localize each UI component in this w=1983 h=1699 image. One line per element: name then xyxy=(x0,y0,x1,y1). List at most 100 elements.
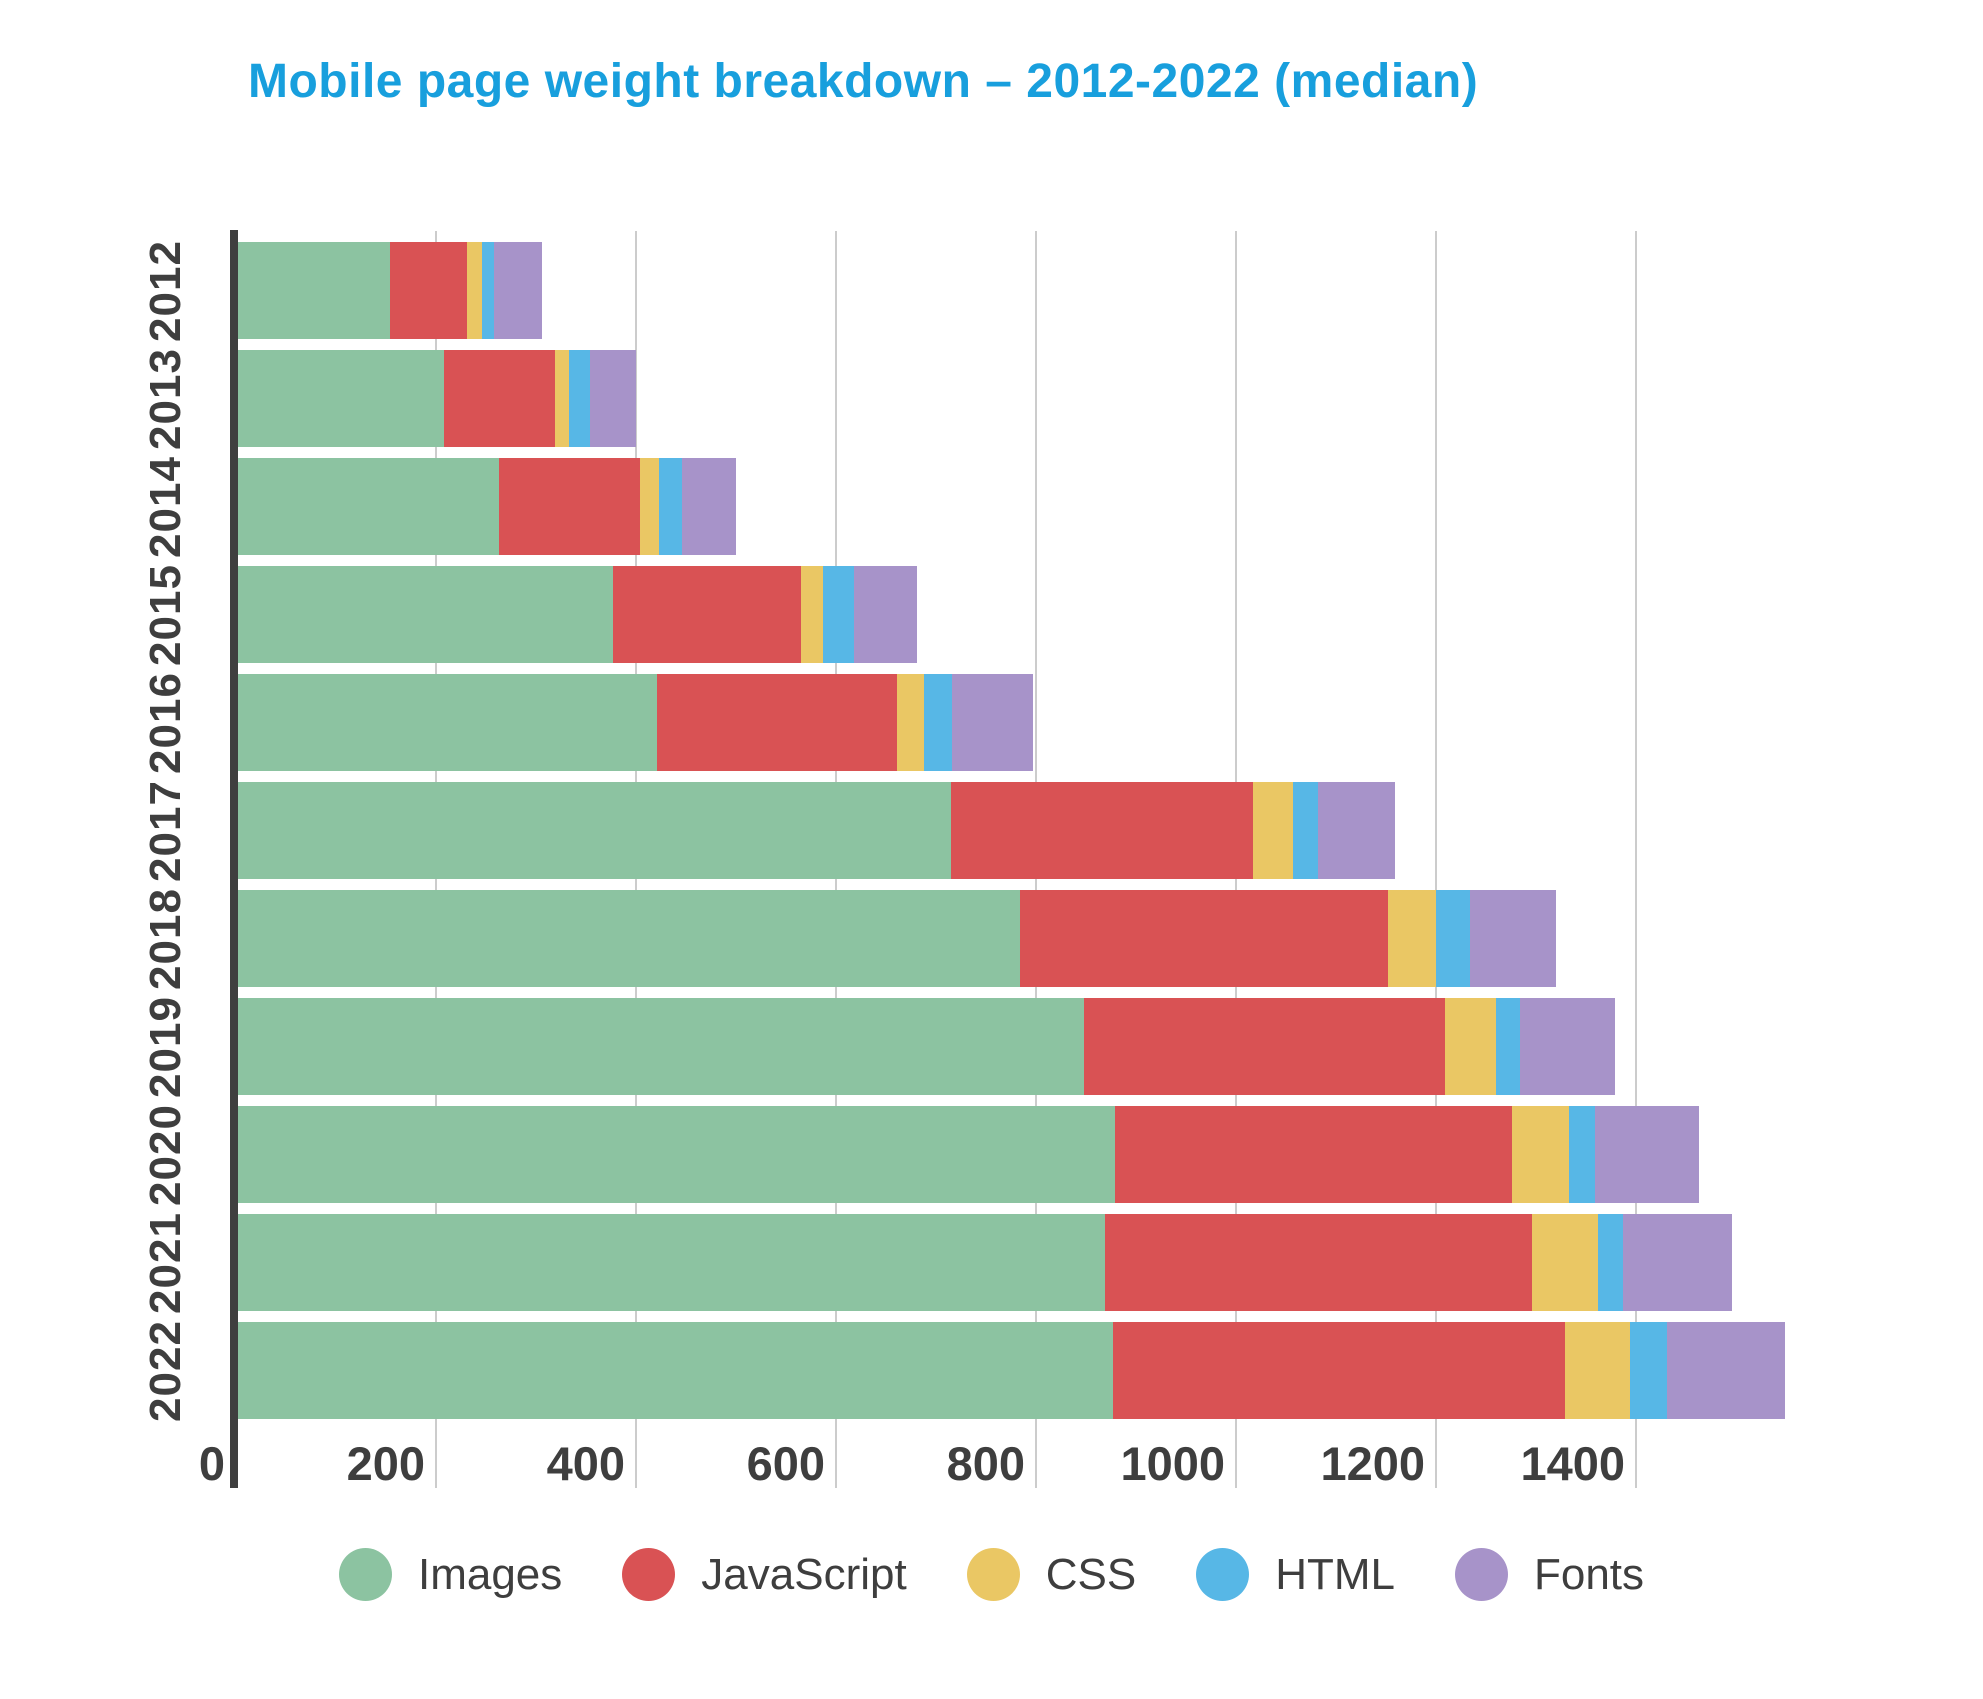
y-axis-label-2013: 2013 xyxy=(128,347,204,450)
bar-segment-2014-javascript xyxy=(499,458,640,555)
bar-segment-2020-html xyxy=(1569,1106,1595,1203)
bar-segment-2014-css xyxy=(640,458,659,555)
y-axis-label-text: 2019 xyxy=(141,995,191,1098)
legend-item-css: CSS xyxy=(966,1548,1137,1601)
y-axis-label-2018: 2018 xyxy=(128,887,204,990)
y-axis-label-2021: 2021 xyxy=(128,1211,204,1314)
images-swatch-icon xyxy=(338,1548,392,1601)
legend-item-javascript: JavaScript xyxy=(622,1548,907,1601)
legend-item-images: Images xyxy=(338,1548,563,1601)
bar-segment-2012-css xyxy=(467,242,482,339)
bar-segment-2012-html xyxy=(482,242,494,339)
x-tick-label: 400 xyxy=(546,1437,625,1490)
bar-segment-2018-html xyxy=(1436,890,1470,987)
legend-item-html: HTML xyxy=(1196,1548,1395,1601)
y-axis-line xyxy=(230,230,238,1488)
bar-segment-2016-images xyxy=(236,674,657,771)
chart-title: Mobile page weight breakdown – 2012-2022… xyxy=(248,55,1479,108)
bar-segment-2019-fonts xyxy=(1520,998,1615,1095)
x-tick-label: 1200 xyxy=(1320,1437,1425,1490)
bar-segment-2020-images xyxy=(236,1106,1115,1203)
bar-segment-2019-images xyxy=(236,998,1084,1095)
bar-segment-2018-javascript xyxy=(1020,890,1388,987)
y-axis-label-text: 2015 xyxy=(141,563,191,666)
legend-label-css: CSS xyxy=(1045,1549,1137,1599)
bar-segment-2016-html xyxy=(924,674,952,771)
y-axis-label-2020: 2020 xyxy=(128,1103,204,1206)
bar-segment-2022-javascript xyxy=(1113,1322,1565,1419)
bar-segment-2015-javascript xyxy=(613,566,801,663)
x-tick-label: 200 xyxy=(346,1437,425,1490)
y-axis-label-text: 2017 xyxy=(141,779,191,882)
bar-segment-2013-fonts xyxy=(590,350,636,447)
y-axis-label-2022: 2022 xyxy=(128,1319,204,1422)
bar-segment-2021-html xyxy=(1598,1214,1623,1311)
legend-item-fonts: Fonts xyxy=(1454,1548,1645,1601)
html-swatch-icon xyxy=(1196,1548,1250,1601)
y-axis-label-text: 2021 xyxy=(141,1211,191,1314)
bar-segment-2013-javascript xyxy=(444,350,555,447)
bar-segment-2021-javascript xyxy=(1105,1214,1532,1311)
bar-segment-2016-javascript xyxy=(657,674,897,771)
bar-segment-2019-javascript xyxy=(1084,998,1445,1095)
x-tick-label: 1400 xyxy=(1520,1437,1625,1490)
bar-segment-2022-fonts xyxy=(1667,1322,1785,1419)
y-axis-label-text: 2014 xyxy=(141,455,191,558)
bar-segment-2016-fonts xyxy=(952,674,1033,771)
bar-segment-2013-images xyxy=(236,350,444,447)
javascript-swatch-icon xyxy=(622,1548,676,1601)
gridline xyxy=(1635,231,1637,1488)
x-tick-label: 600 xyxy=(746,1437,825,1490)
x-tick-label: 0 xyxy=(198,1437,225,1490)
legend: Images JavaScript CSS HTML Fonts xyxy=(0,1548,1983,1601)
y-axis-label-text: 2012 xyxy=(141,239,191,342)
bar-segment-2012-fonts xyxy=(494,242,542,339)
bar-segment-2012-images xyxy=(236,242,390,339)
bar-segment-2018-fonts xyxy=(1470,890,1556,987)
bar-segment-2019-html xyxy=(1496,998,1520,1095)
bar-segment-2014-html xyxy=(659,458,682,555)
y-axis-label-2016: 2016 xyxy=(128,671,204,774)
y-axis-label-text: 2016 xyxy=(141,671,191,774)
y-axis-label-text: 2013 xyxy=(141,347,191,450)
bar-segment-2022-images xyxy=(236,1322,1113,1419)
y-axis-label-2019: 2019 xyxy=(128,995,204,1098)
bar-segment-2022-css xyxy=(1565,1322,1630,1419)
bar-segment-2021-fonts xyxy=(1623,1214,1732,1311)
bar-segment-2022-html xyxy=(1630,1322,1667,1419)
x-tick-label: 1000 xyxy=(1120,1437,1225,1490)
bar-segment-2017-images xyxy=(236,782,951,879)
bar-segment-2020-css xyxy=(1512,1106,1569,1203)
css-swatch-icon xyxy=(966,1548,1020,1601)
legend-label-fonts: Fonts xyxy=(1533,1549,1645,1599)
bar-segment-2020-fonts xyxy=(1595,1106,1699,1203)
bar-segment-2021-images xyxy=(236,1214,1105,1311)
bar-segment-2012-javascript xyxy=(390,242,467,339)
bar-segment-2013-html xyxy=(569,350,590,447)
y-axis-label-2012: 2012 xyxy=(128,239,204,342)
fonts-swatch-icon xyxy=(1454,1548,1508,1601)
legend-label-html: HTML xyxy=(1275,1549,1395,1599)
bar-segment-2020-javascript xyxy=(1115,1106,1512,1203)
bar-segment-2017-html xyxy=(1293,782,1318,879)
bar-segment-2014-images xyxy=(236,458,499,555)
bar-segment-2015-css xyxy=(801,566,823,663)
bar-segment-2017-fonts xyxy=(1318,782,1395,879)
y-axis-label-text: 2018 xyxy=(141,887,191,990)
y-axis-label-2014: 2014 xyxy=(128,455,204,558)
bar-segment-2013-css xyxy=(555,350,569,447)
y-axis-label-2017: 2017 xyxy=(128,779,204,882)
bar-segment-2015-fonts xyxy=(854,566,917,663)
bar-segment-2017-javascript xyxy=(951,782,1253,879)
bar-segment-2015-images xyxy=(236,566,613,663)
y-axis-label-2015: 2015 xyxy=(128,563,204,666)
bar-segment-2016-css xyxy=(897,674,924,771)
x-tick-label: 800 xyxy=(946,1437,1025,1490)
y-axis-label-text: 2022 xyxy=(141,1319,191,1422)
bar-segment-2015-html xyxy=(823,566,854,663)
y-axis-label-text: 2020 xyxy=(141,1103,191,1206)
bar-segment-2018-images xyxy=(236,890,1020,987)
bar-segment-2021-css xyxy=(1532,1214,1598,1311)
legend-label-images: Images xyxy=(417,1549,563,1599)
bar-segment-2019-css xyxy=(1445,998,1496,1095)
